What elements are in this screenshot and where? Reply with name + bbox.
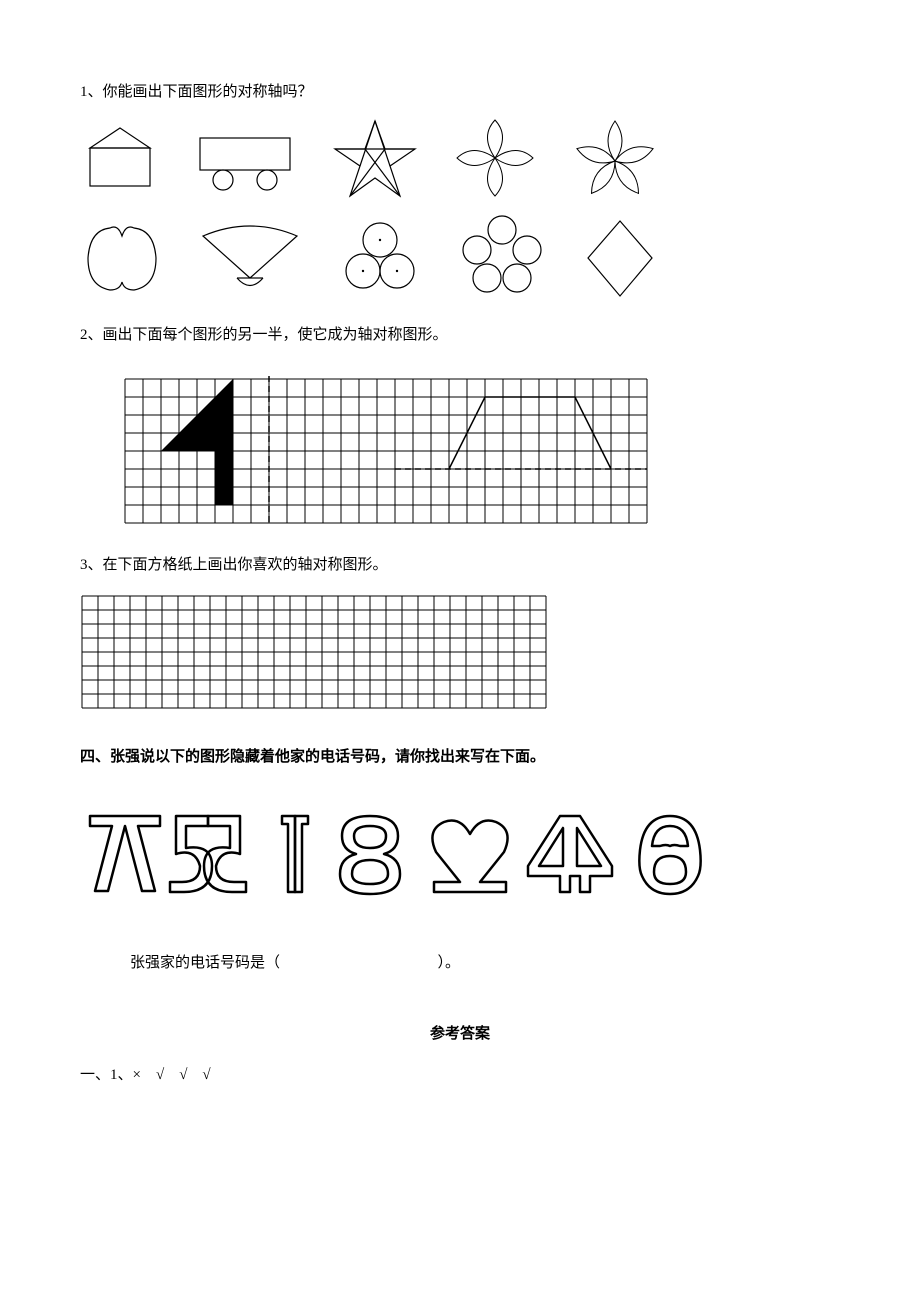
shape-cart xyxy=(190,123,300,193)
shape-diamond xyxy=(580,216,660,301)
answer-key-title: 参考答案 xyxy=(80,1022,840,1043)
shape-five-circles xyxy=(455,213,550,303)
shape-apple xyxy=(80,218,165,298)
shapes-row-1 xyxy=(80,113,840,203)
phone-answer-suffix: ）。 xyxy=(438,955,461,971)
grid-blank xyxy=(80,594,840,715)
shape-five-petal xyxy=(570,113,660,203)
shape-house xyxy=(80,123,160,193)
phone-answer-prefix: 张强家的电话号码是（ xyxy=(130,955,280,971)
shape-star xyxy=(330,116,420,201)
shape-fan xyxy=(195,218,305,298)
shapes-row-2 xyxy=(80,213,840,303)
question-3-text: 3、在下面方格纸上画出你喜欢的轴对称图形。 xyxy=(80,553,840,574)
shape-quatrefoil xyxy=(450,113,540,203)
grid-symmetry xyxy=(120,374,840,533)
question-1-text: 1、你能画出下面图形的对称轴吗？ xyxy=(80,80,840,101)
answer-key-line-1: 一、1、× √ √ √ xyxy=(80,1063,840,1084)
phone-answer-line: 张强家的电话号码是（ ）。 xyxy=(130,951,840,972)
shape-three-circles xyxy=(335,218,425,298)
question-4-text: 四、张强说以下的图形隐藏着他家的电话号码，请你找出来写在下面。 xyxy=(80,745,840,766)
phone-number-figure xyxy=(80,806,840,911)
question-2-text: 2、画出下面每个图形的另一半，使它成为轴对称图形。 xyxy=(80,323,840,344)
